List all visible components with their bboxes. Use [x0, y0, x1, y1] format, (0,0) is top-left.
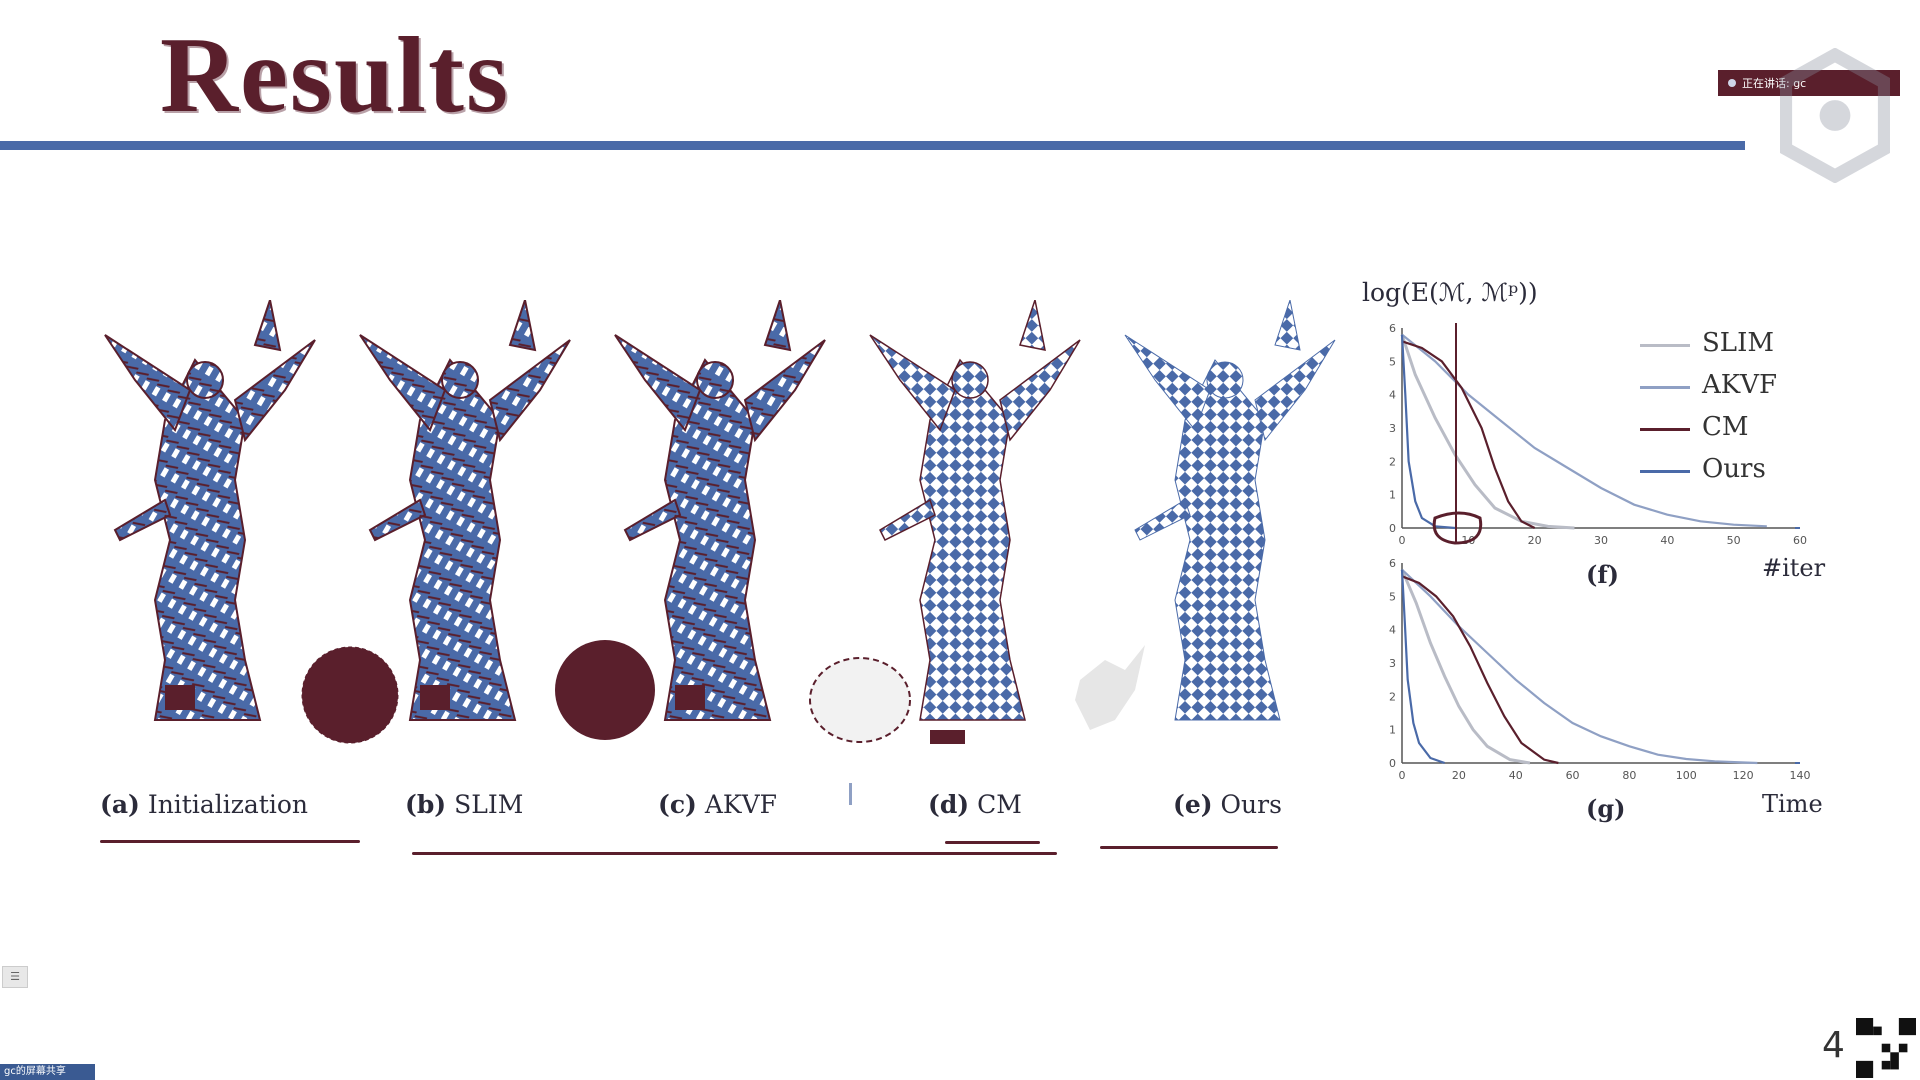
statue-initialization [104, 300, 316, 721]
share-banner-text: 正在讲话: gc [1742, 77, 1807, 90]
uv-map-cm [1075, 645, 1145, 730]
plot-ylabel: log(E(ℳ, ℳᵖ)) [1362, 278, 1538, 307]
annotation-underline-d [945, 841, 1040, 844]
y-tick-label: 1 [1389, 489, 1396, 502]
y-tick-label: 1 [1389, 724, 1396, 737]
uv-map-akvf [809, 657, 911, 743]
y-tick-label: 4 [1389, 389, 1396, 402]
caption-a-text: Initialization [147, 790, 308, 819]
series-line-slim [1400, 569, 1531, 765]
legend-line-slim [1640, 344, 1690, 347]
legend-akvf: AKVF [1702, 370, 1778, 400]
series-line-slim [1400, 334, 1575, 530]
legend-ours: Ours [1702, 454, 1766, 484]
page-number: 4 [1822, 1025, 1845, 1066]
x-tick-label: 20 [1528, 534, 1542, 547]
caption-c-text: AKVF [704, 790, 777, 819]
y-tick-label: 5 [1389, 355, 1396, 368]
x-tick-label: 120 [1733, 769, 1754, 782]
series-line-ours [1400, 569, 1446, 765]
title-rule [0, 141, 1745, 150]
watermark-logo [1780, 48, 1890, 183]
caption-b-text: SLIM [454, 790, 524, 819]
statue-figures [104, 300, 1336, 744]
annotation-underline-e [1100, 846, 1278, 849]
x-tick-label: 40 [1660, 534, 1674, 547]
uv-map-slim [555, 640, 655, 740]
x-tick-label: 30 [1594, 534, 1608, 547]
side-menu-button[interactable]: ☰ [2, 966, 28, 988]
caption-a: (a) Initialization [100, 790, 308, 819]
legend-line-cm [1640, 428, 1690, 431]
caption-c: (c) AKVF [658, 790, 777, 819]
statue-ours [1124, 300, 1336, 721]
uv-map-initialization [301, 646, 399, 744]
y-tick-label: 2 [1389, 455, 1396, 468]
x-tick-label: 0 [1399, 534, 1406, 547]
legend-line-ours [1640, 470, 1690, 473]
x-tick-label: 20 [1452, 769, 1466, 782]
y-tick-label: 2 [1389, 690, 1396, 703]
qr-code[interactable] [1856, 1018, 1916, 1078]
y-tick-label: 4 [1389, 624, 1396, 637]
legend-cm: CM [1702, 412, 1749, 442]
statue-cm [869, 300, 1081, 744]
x-tick-label: 50 [1727, 534, 1741, 547]
y-tick-label: 3 [1389, 657, 1396, 670]
series-line-akvf [1401, 568, 1758, 765]
y-tick-label: 0 [1389, 757, 1396, 770]
caption-b: (b) SLIM [405, 790, 523, 819]
legend-line-akvf [1640, 386, 1690, 389]
caption-c-letter: (c) [658, 790, 697, 819]
caption-a-letter: (a) [100, 790, 140, 819]
y-tick-label: 6 [1389, 557, 1396, 570]
speaker-icon [1728, 79, 1736, 87]
x-tick-label: 60 [1793, 534, 1807, 547]
caption-d: (d) CM [928, 790, 1022, 819]
x-tick-label: 80 [1622, 769, 1636, 782]
series-line-cm [1401, 575, 1559, 765]
statue-slim [359, 300, 571, 721]
y-tick-label: 3 [1389, 422, 1396, 435]
screen-share-tag[interactable]: gc的屏幕共享 [0, 1064, 95, 1080]
series-line-cm [1401, 340, 1536, 529]
slide-title: Results [160, 16, 511, 135]
legend-slim: SLIM [1702, 328, 1774, 358]
annotation-underline-a [100, 840, 360, 843]
y-tick-label: 5 [1389, 590, 1396, 603]
plot-g-label: (g) [1586, 794, 1626, 823]
caption-e-text: Ours [1220, 790, 1282, 819]
x-tick-label: 140 [1790, 769, 1811, 782]
plot-f-xlabel: #iter [1762, 554, 1826, 582]
x-tick-label: 40 [1509, 769, 1523, 782]
screen-share-banner[interactable]: 正在讲话: gc [1718, 70, 1900, 96]
x-tick-label: 100 [1676, 769, 1697, 782]
y-tick-label: 6 [1389, 322, 1396, 335]
annotation-underline-bc [412, 852, 1057, 855]
annotation-mark [849, 783, 852, 805]
statue-akvf [614, 300, 826, 721]
caption-d-letter: (d) [928, 790, 970, 819]
x-tick-label: 60 [1566, 769, 1580, 782]
plot-g-xlabel: Time [1762, 790, 1823, 818]
caption-b-letter: (b) [405, 790, 447, 819]
caption-e: (e) Ours [1173, 790, 1282, 819]
annotation-circle [1432, 323, 1483, 545]
y-tick-label: 0 [1389, 522, 1396, 535]
caption-e-letter: (e) [1173, 790, 1213, 819]
x-tick-label: 0 [1399, 769, 1406, 782]
caption-d-text: CM [977, 790, 1022, 819]
plot-f-label: (f) [1586, 560, 1620, 589]
